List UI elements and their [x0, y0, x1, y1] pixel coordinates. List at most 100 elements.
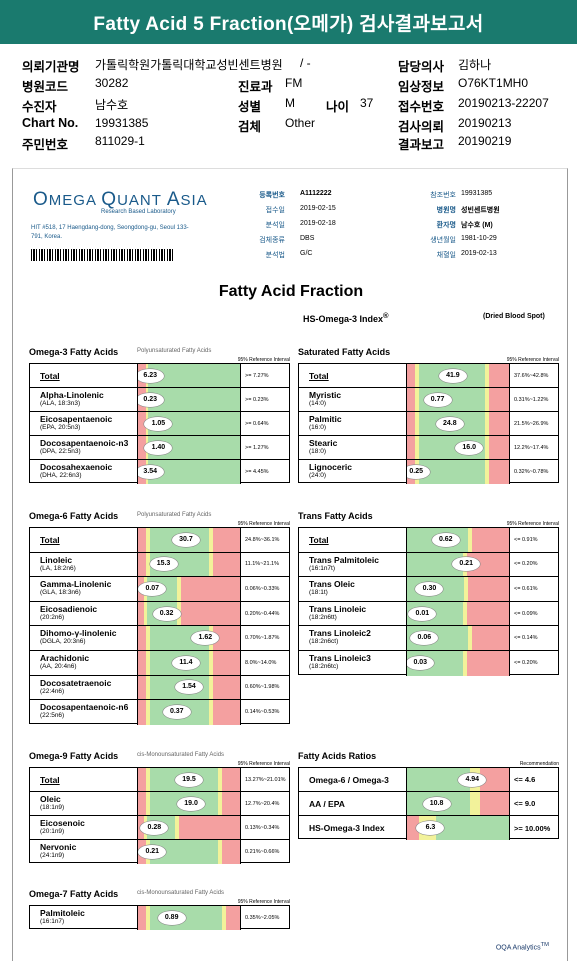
saturated-section-title: Saturated Fatty Acids — [298, 347, 391, 357]
range-segment — [407, 768, 471, 791]
meta-left-label: 분석일 — [265, 222, 285, 229]
table-row: Docosatetraenoic (22:4n6) 1.54 0.60%~1.98% — [30, 675, 289, 701]
value-marker: 19.5 — [175, 772, 203, 787]
reference-interval: 13.27%~21.01% — [245, 776, 286, 783]
row-label: Docosahexaenoic (DHA, 22:6n3) — [30, 460, 138, 484]
row-label: Palmitoleic (16:1n7) — [30, 906, 138, 930]
acid-name: Alpha-Linolenic — [40, 390, 104, 400]
value-marker: 24.8 — [435, 416, 464, 431]
table-row: Total 0.62 <= 0.91% — [299, 528, 558, 553]
range-segment — [463, 601, 468, 626]
value-marker: 0.37 — [162, 705, 191, 720]
age-label: 나이 — [326, 100, 350, 114]
doctor-label: 담당의사 — [398, 60, 445, 74]
receiver-value: 남수호 — [95, 98, 129, 112]
value-marker: 0.21 — [138, 845, 167, 859]
range-bar: 0.77 — [407, 388, 510, 411]
acid-code: (14:0) — [309, 400, 326, 407]
footer-brand: OQA AnalyticsTM — [495, 941, 549, 951]
request-label: 검사의뢰 — [398, 120, 445, 134]
value-marker: 0.21 — [452, 557, 481, 572]
table-row: Omega-6 / Omega-3 4.94 <= 4.6 — [299, 768, 558, 792]
range-bar: 1.40 — [138, 436, 241, 459]
acid-name: Total — [40, 535, 60, 545]
meta-right-label: 채혈일 — [436, 252, 456, 259]
acid-name: AA / EPA — [309, 799, 345, 809]
range-segment — [407, 436, 416, 459]
table-row: Arachidonic (AA, 20:4n6) 11.4 8.0%~14.0% — [30, 651, 289, 676]
range-segment — [221, 768, 240, 791]
range-segment — [209, 700, 214, 725]
range-segment — [468, 626, 473, 650]
range-segment — [415, 412, 420, 435]
table-row: Lignoceric (24:0) 0.25 0.32%~0.78% — [299, 460, 558, 484]
range-segment — [213, 675, 240, 700]
range-segment — [138, 412, 147, 435]
range-segment — [467, 552, 509, 577]
barcode-icon — [31, 249, 173, 261]
range-segment — [435, 816, 509, 840]
reference-interval: 24.8%~36.1% — [245, 536, 280, 543]
row-label: Nervonic (24:1n9) — [30, 840, 138, 864]
range-bar: 0.03 — [407, 651, 510, 676]
range-bar: 0.23 — [138, 388, 241, 411]
omega6-ref-header: 95% Reference Interval — [237, 521, 290, 527]
trans-section-title: Trans Fatty Acids — [298, 511, 373, 521]
fatty-acid-fraction-title: Fatty Acid Fraction — [218, 283, 364, 300]
row-label: Palmitic (16:0) — [299, 412, 407, 435]
clinical-value: O76KT1MH0 — [458, 76, 529, 90]
acid-name: Total — [309, 371, 329, 381]
reference-interval: 0.06%~0.33% — [245, 585, 280, 592]
acid-name: Total — [40, 775, 60, 785]
range-segment — [217, 840, 222, 864]
result-label: 결과보고 — [398, 138, 445, 152]
range-segment — [146, 792, 151, 815]
acid-name: Total — [40, 371, 60, 381]
omega7-ref-header: 95% Reference Interval — [237, 899, 290, 905]
acid-code: (20:1n9) — [40, 828, 65, 835]
range-bar: 0.62 — [407, 528, 510, 552]
row-label: Total — [30, 528, 138, 552]
omega6-section-subtitle: Polyunsaturated Fatty Acids — [137, 512, 212, 518]
range-bar: 16.0 — [407, 436, 510, 459]
range-segment — [148, 412, 240, 435]
value-marker: 3.54 — [138, 465, 165, 479]
range-segment — [407, 552, 464, 577]
range-segment — [415, 436, 420, 459]
row-label: Total — [30, 768, 138, 791]
range-bar: 19.5 — [138, 768, 241, 791]
test-value: Other — [285, 116, 316, 130]
range-segment — [464, 577, 469, 601]
reference-interval: 21.5%~26.9% — [514, 420, 549, 427]
acid-name: Eicosapentaenoic — [40, 414, 113, 424]
table-row: Myristic (14:0) 0.77 0.31%~1.22% — [299, 388, 558, 412]
meta-right-value: 2019-02-13 — [461, 250, 497, 257]
range-segment — [225, 906, 240, 930]
trans-table: Total 0.62 <= 0.91% Trans Palmitoleic (16:1n… — [298, 527, 559, 676]
table-row: Trans Linoleic2 (18:2n6ct) 0.06 <= 0.14% — [299, 626, 558, 651]
row-label: Total — [299, 528, 407, 552]
range-segment — [463, 651, 468, 676]
acid-name: HS-Omega-3 Index — [309, 823, 385, 833]
row-label: HS-Omega-3 Index — [299, 816, 407, 840]
doctor-value: 김하나 — [458, 58, 492, 72]
institution-label: 의뢰기관명 — [22, 60, 80, 74]
resident-label: 주민번호 — [22, 138, 69, 152]
institution-value-suffix: / - — [300, 56, 311, 70]
ratios-ref-header: Recommendation — [519, 761, 559, 767]
value-marker: 0.28 — [140, 820, 169, 835]
range-segment — [138, 700, 147, 725]
meta-left-label: 등록번호 — [259, 192, 285, 199]
range-bar: 4.94 — [407, 768, 510, 791]
range-segment — [407, 388, 416, 411]
chart-value: 19931385 — [95, 116, 149, 130]
reference-interval: <= 0.61% — [514, 585, 538, 592]
meta-left-label: 접수일 — [265, 207, 285, 214]
value-marker: 0.25 — [407, 465, 431, 479]
range-segment — [146, 768, 151, 791]
range-segment — [484, 436, 489, 459]
sex-label: 성별 — [238, 100, 262, 114]
range-segment — [146, 651, 151, 675]
acid-code: (DPA, 22:5n3) — [40, 448, 81, 455]
range-segment — [138, 651, 147, 675]
